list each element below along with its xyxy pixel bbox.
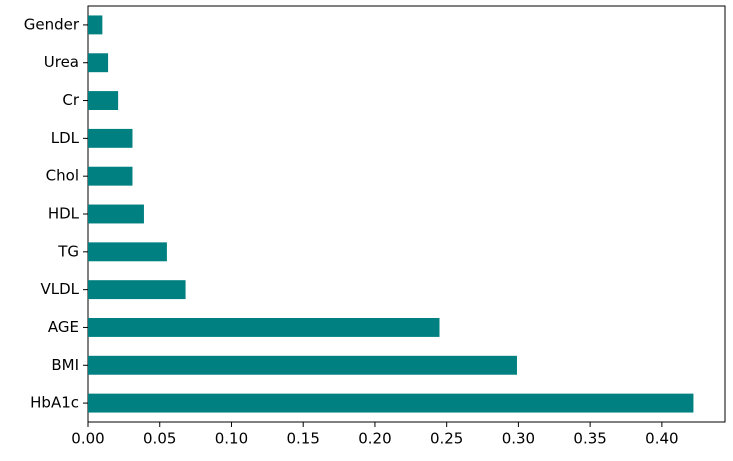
y-tick-label: HDL (48, 205, 80, 223)
bar (88, 166, 133, 186)
bar (88, 53, 109, 73)
x-tick-label: 0.40 (645, 430, 678, 448)
x-tick-label: 0.20 (358, 430, 391, 448)
bar (88, 242, 167, 262)
x-tick-label: 0.15 (286, 430, 319, 448)
bar (88, 204, 144, 224)
y-tick-label: BMI (51, 356, 79, 374)
bar (88, 393, 694, 413)
y-tick-label: HbA1c (30, 394, 79, 412)
y-tick-label: VLDL (40, 280, 79, 298)
y-tick-label: Gender (24, 15, 80, 33)
bar (88, 128, 133, 148)
x-tick-label: 0.25 (430, 430, 463, 448)
y-tick-label: LDL (51, 129, 80, 147)
bar (88, 355, 517, 375)
y-tick-label: TG (57, 242, 79, 260)
y-tick-label: Cr (62, 91, 79, 109)
bar (88, 318, 440, 337)
y-tick-label: Urea (44, 53, 79, 71)
x-tick-label: 0.35 (573, 430, 606, 448)
x-tick-label: 0.30 (502, 430, 535, 448)
bar (88, 91, 119, 110)
x-tick-label: 0.10 (215, 430, 248, 448)
x-tick-label: 0.00 (71, 430, 104, 448)
bar (88, 280, 186, 300)
bar (88, 15, 103, 35)
y-tick-label: Chol (46, 167, 79, 185)
y-tick-label: AGE (48, 318, 79, 336)
x-tick-label: 0.05 (143, 430, 176, 448)
